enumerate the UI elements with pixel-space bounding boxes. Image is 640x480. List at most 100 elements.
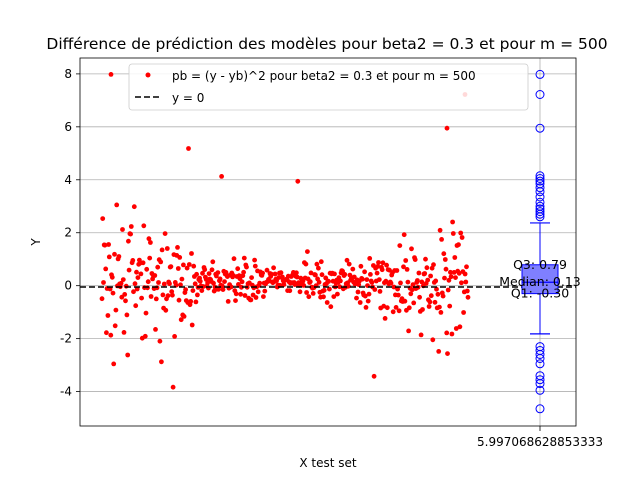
scatter-point — [192, 281, 198, 287]
scatter-point — [346, 283, 351, 289]
scatter-point — [292, 282, 298, 287]
scatter-point — [360, 276, 365, 282]
scatter-point — [186, 262, 192, 267]
scatter-point — [194, 271, 200, 277]
scatter-point — [140, 260, 146, 266]
scatter-point — [210, 259, 216, 265]
scatter-point — [219, 283, 225, 289]
y-tick-label: 0 — [64, 279, 72, 293]
scatter-point — [111, 361, 117, 367]
boxplot-label-median: Median: 0.13 — [499, 274, 580, 289]
scatter-point — [438, 310, 444, 315]
scatter-point — [147, 255, 153, 261]
scatter-point — [428, 293, 434, 299]
scatter-point — [365, 298, 371, 304]
scatter-point — [99, 296, 105, 302]
scatter-point — [324, 300, 330, 305]
scatter-point — [456, 270, 462, 276]
scatter-point — [248, 297, 254, 303]
scatter-point — [374, 270, 380, 276]
scatter-point — [411, 300, 417, 306]
scatter-point — [376, 277, 382, 282]
y-tick-label: 6 — [64, 120, 72, 134]
scatter-point — [394, 268, 400, 273]
scatter-point — [241, 255, 247, 261]
boxplot-outlier — [535, 212, 545, 222]
scatter-point — [314, 261, 320, 267]
scatter-point — [109, 274, 115, 280]
scatter-point — [141, 223, 147, 229]
scatter-point — [332, 271, 337, 277]
scatter-point — [372, 287, 378, 292]
scatter-point — [355, 289, 361, 295]
scatter-point — [125, 238, 131, 244]
scatter-point — [158, 259, 164, 265]
scatter-point — [252, 263, 258, 269]
scatter-point — [406, 305, 412, 311]
scatter-point — [162, 231, 168, 237]
scatter-point — [177, 255, 183, 260]
scatter-point — [179, 276, 185, 282]
y-axis-label: Y — [29, 238, 43, 247]
scatter-point — [278, 270, 284, 276]
scatter-point — [401, 264, 406, 270]
scatter-point — [242, 293, 248, 298]
scatter-point — [444, 330, 450, 336]
scatter-point — [205, 280, 211, 286]
scatter-point — [384, 262, 389, 268]
scatter-point — [388, 280, 394, 286]
scatter-point — [231, 256, 237, 262]
scatter-point — [262, 288, 268, 294]
scatter-point — [178, 317, 184, 323]
scatter-point — [130, 258, 136, 263]
scatter-point — [431, 262, 436, 268]
scatter-point — [170, 384, 176, 390]
boxplot-outlier — [535, 192, 545, 202]
scatter-point — [397, 243, 403, 249]
scatter-point — [281, 282, 287, 287]
scatter-point — [410, 282, 416, 287]
scatter-point — [128, 224, 134, 229]
scatter-point — [338, 278, 343, 284]
scatter-point — [163, 307, 169, 313]
scatter-point — [403, 258, 409, 263]
scatter-point — [304, 290, 309, 295]
scatter-point — [186, 146, 191, 151]
scatter-point — [181, 262, 186, 268]
scatter-point — [379, 267, 385, 273]
scatter-point — [176, 297, 182, 303]
scatter-point — [202, 267, 208, 272]
scatter-point — [294, 274, 300, 280]
scatter-point — [220, 287, 226, 292]
scatter-point — [331, 294, 337, 299]
scatter-point — [441, 251, 447, 257]
scatter-point — [135, 275, 141, 280]
scatter-point — [106, 254, 112, 260]
scatter-point — [114, 202, 120, 208]
scatter-point — [170, 292, 175, 298]
scatter-point — [178, 282, 183, 288]
scatter-point — [396, 308, 402, 314]
scatter-point — [313, 272, 318, 278]
y-axis-ticks: -4 -2 0 2 4 6 8 — [60, 67, 80, 399]
chart-title: Différence de prédiction des modèles pou… — [46, 35, 607, 53]
scatter-point — [301, 283, 307, 288]
scatter-point — [426, 304, 432, 309]
scatter-series — [99, 72, 471, 390]
boxplot-outlier — [535, 187, 545, 197]
scatter-point — [419, 279, 425, 285]
scatter-point — [295, 178, 301, 184]
legend: pb = (y - yb)^2 pour beta2 = 0.3 et pour… — [128, 63, 529, 111]
scatter-point — [249, 275, 255, 280]
scatter-point — [416, 270, 422, 276]
scatter-point — [206, 271, 212, 276]
scatter-point — [415, 278, 420, 283]
scatter-point — [459, 280, 464, 286]
scatter-point — [128, 231, 134, 237]
scatter-point — [402, 298, 408, 304]
boxplot-outlier — [535, 207, 545, 217]
scatter-point — [354, 295, 359, 301]
scatter-point — [165, 293, 171, 299]
scatter-point — [211, 280, 216, 286]
